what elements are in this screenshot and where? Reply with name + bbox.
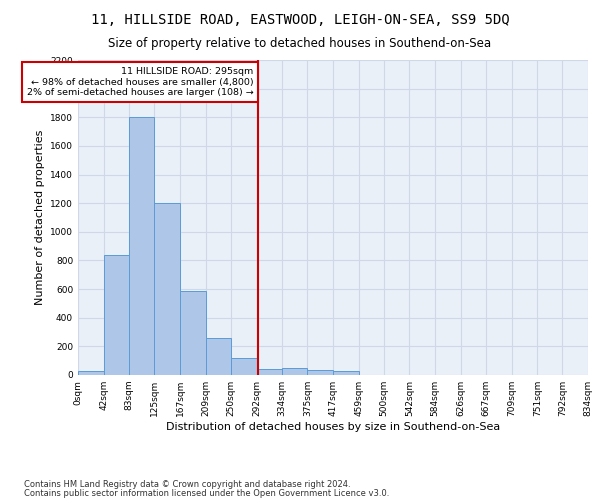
Bar: [206, 338, 231, 375]
Bar: [180, 290, 206, 375]
Y-axis label: Number of detached properties: Number of detached properties: [35, 130, 44, 305]
Text: Contains HM Land Registry data © Crown copyright and database right 2024.: Contains HM Land Registry data © Crown c…: [24, 480, 350, 489]
Bar: [104, 254, 129, 375]
Text: 11 HILLSIDE ROAD: 295sqm
← 98% of detached houses are smaller (4,800)
2% of semi: 11 HILLSIDE ROAD: 295sqm ← 98% of detach…: [27, 67, 254, 97]
Bar: [333, 372, 359, 375]
Text: Size of property relative to detached houses in Southend-on-Sea: Size of property relative to detached ho…: [109, 38, 491, 51]
Bar: [154, 203, 180, 375]
Bar: [282, 368, 307, 375]
Text: Contains public sector information licensed under the Open Government Licence v3: Contains public sector information licen…: [24, 489, 389, 498]
Bar: [257, 368, 282, 375]
X-axis label: Distribution of detached houses by size in Southend-on-Sea: Distribution of detached houses by size …: [166, 422, 500, 432]
Bar: [129, 118, 154, 375]
Bar: [231, 358, 257, 375]
Bar: [307, 370, 333, 375]
Bar: [78, 372, 104, 375]
Text: 11, HILLSIDE ROAD, EASTWOOD, LEIGH-ON-SEA, SS9 5DQ: 11, HILLSIDE ROAD, EASTWOOD, LEIGH-ON-SE…: [91, 12, 509, 26]
